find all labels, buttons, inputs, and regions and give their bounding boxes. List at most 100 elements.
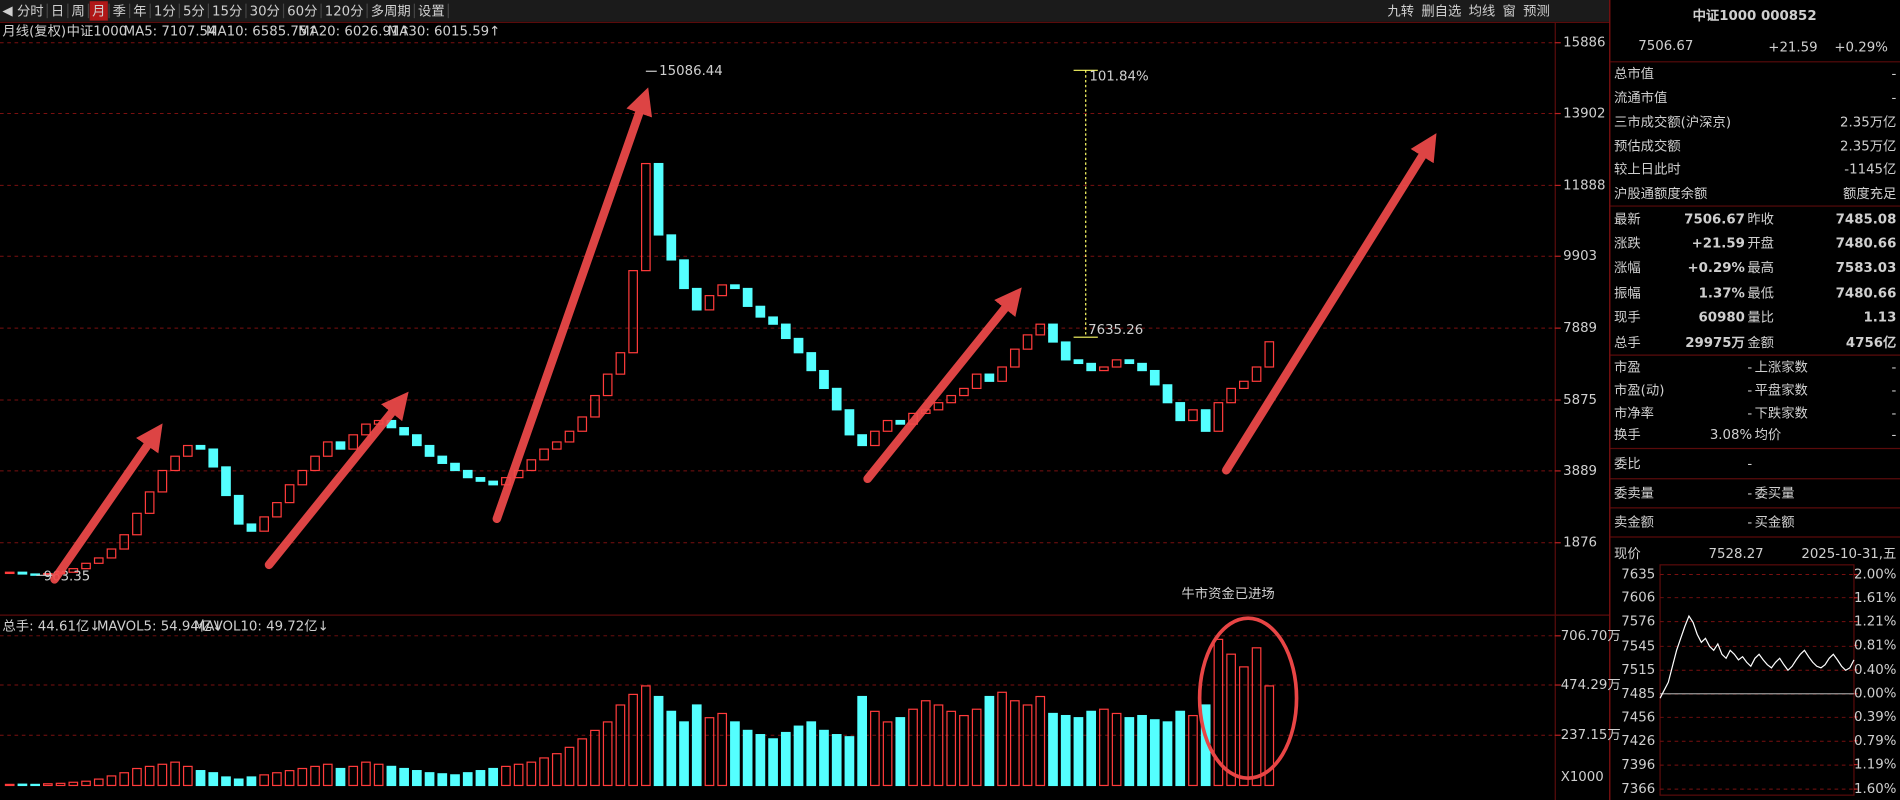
toolbar-tab[interactable]: 30分 [250, 4, 280, 20]
volume-bar [411, 770, 422, 787]
candle [1213, 402, 1224, 432]
toolbar-tab[interactable]: 120分 [325, 4, 364, 20]
candle [322, 441, 333, 457]
y-tick-label: 7889 [1563, 321, 1597, 336]
candle [437, 455, 448, 464]
toolbar-tab[interactable]: 日 [51, 5, 64, 20]
volume-tick-label: 706.70万 [1561, 629, 1621, 644]
candle [806, 352, 817, 372]
candle [984, 373, 995, 382]
candle [704, 295, 715, 311]
volume-bar [1175, 710, 1186, 787]
volume-bar [564, 746, 575, 787]
trend-arrows [50, 87, 1437, 584]
info-label: 总市值 [1614, 65, 1654, 82]
toolbar-tool[interactable]: 窗 [1503, 3, 1516, 20]
candle [475, 477, 486, 482]
candle [857, 434, 867, 447]
candle [297, 469, 308, 486]
minute-pct-label: 1.61% [1854, 591, 1896, 606]
toolbar-tab[interactable]: 月 [92, 5, 105, 20]
quote-value: +0.29% [1688, 261, 1745, 276]
volume-bar [1048, 712, 1058, 787]
volume-bar [1035, 695, 1046, 787]
candle [768, 316, 778, 325]
candle [602, 373, 613, 397]
volume-bar [437, 773, 448, 787]
volume-bar [641, 685, 651, 787]
candle [959, 387, 969, 397]
toolbar-tab[interactable]: 年 [133, 4, 146, 20]
volume-bar [806, 721, 817, 787]
volume-bar [221, 776, 231, 787]
toolbar-tool[interactable]: 删自选 [1421, 4, 1461, 20]
volume-bar [984, 695, 995, 787]
candle [17, 571, 28, 575]
chart-period: 月线(复权) [2, 23, 66, 40]
candle [526, 459, 537, 472]
volume-bar [539, 757, 549, 787]
volume-tick-label: 237.15万 [1561, 728, 1621, 743]
stat-value: - [1747, 383, 1752, 398]
stat-value: - [1747, 406, 1752, 421]
candle [106, 548, 117, 559]
toolbar-tab[interactable]: 季 [113, 4, 126, 20]
candle [679, 259, 689, 290]
candle [831, 387, 842, 411]
candle [170, 455, 180, 472]
candle [590, 394, 600, 418]
toolbar-tool[interactable]: 均线 [1469, 4, 1496, 20]
minute-pct-label: 1.21% [1854, 615, 1896, 630]
minute-tick-label: 7485 [1621, 687, 1655, 702]
toolbar [0, 0, 1610, 22]
volume-bar [666, 710, 677, 787]
toolbar-tab[interactable]: 15分 [212, 4, 242, 20]
candle [780, 323, 791, 340]
toolbar-tool[interactable]: 九转 [1387, 4, 1414, 20]
y-tick-label: 9903 [1563, 249, 1597, 264]
candle [551, 441, 562, 450]
quote-value: 4756亿 [1846, 334, 1896, 351]
order-label: 委比 [1614, 456, 1641, 472]
toolbar-tab[interactable]: 设置 [418, 4, 445, 20]
y-tick-label: 11888 [1563, 178, 1605, 193]
volume-bar [310, 765, 320, 787]
volume-bar [844, 736, 855, 787]
quote-value: 7583.03 [1836, 261, 1897, 276]
candle [1188, 409, 1198, 422]
candle [348, 434, 359, 450]
candle [1137, 362, 1147, 372]
minute-tick-label: 7515 [1621, 663, 1655, 678]
toolbar-tab[interactable]: 多周期 [371, 3, 411, 20]
candle [1264, 341, 1275, 368]
volume-bar [348, 765, 359, 787]
quote-label: 最高 [1747, 259, 1774, 276]
quote-value: 7506.67 [1684, 212, 1745, 227]
volume-bar [373, 763, 384, 787]
toolbar-tab[interactable]: 周 [71, 5, 84, 20]
candle [1073, 359, 1084, 365]
volume-bar [157, 763, 168, 787]
volume-bar [17, 783, 28, 787]
toolbar-tool[interactable]: 预测 [1523, 4, 1550, 20]
change-pct: +0.29% [1834, 40, 1888, 55]
candle [933, 402, 944, 411]
ma-label: MA5: 7107.54 [124, 25, 217, 40]
quote-label: 涨跌 [1614, 236, 1641, 252]
volume-bar [462, 772, 473, 787]
toolbar-tab[interactable]: 1分 [154, 4, 176, 20]
volume-bar [284, 770, 295, 787]
candle [971, 373, 982, 390]
annotation-note: 牛市资金已进场 [1181, 585, 1274, 602]
candle [1009, 348, 1020, 368]
minute-pct-label: 0.79% [1854, 734, 1896, 749]
candle [1162, 384, 1173, 404]
stat-value: 3.08% [1710, 428, 1752, 443]
order-value: - [1747, 457, 1752, 472]
volume-bar [577, 738, 588, 787]
toolbar-tab[interactable]: 5分 [183, 4, 205, 20]
toolbar-tab[interactable]: 分时 [17, 4, 44, 20]
stat-value: - [1892, 406, 1897, 421]
volume-bar [4, 783, 15, 787]
toolbar-tab[interactable]: 60分 [287, 4, 317, 20]
